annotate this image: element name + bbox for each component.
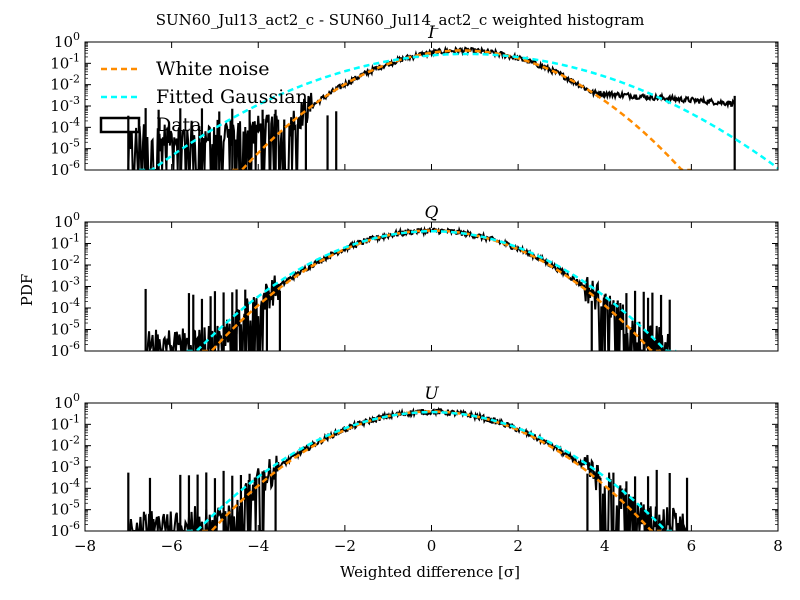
y-tick-label: 10-4 — [50, 476, 80, 497]
fitted-gaussian-curve — [186, 410, 677, 531]
white-noise-curve — [232, 49, 692, 170]
legend-item-white-noise: White noise — [101, 58, 270, 80]
y-tick-label: 10-6 — [50, 339, 80, 360]
legend-swatch — [99, 116, 141, 134]
y-tick-label: 100 — [54, 30, 80, 51]
white-noise-curve — [201, 410, 662, 531]
fitted-gaussian-curve — [186, 229, 677, 351]
y-axis-label: PDF — [18, 274, 36, 307]
plot-area — [127, 45, 778, 170]
y-tick-label: 10-2 — [50, 73, 80, 94]
x-tick-label: 0 — [427, 537, 437, 555]
x-axis-label: Weighted difference [σ] — [340, 563, 520, 581]
y-tick-label: 10-6 — [50, 519, 80, 540]
figure-suptitle: SUN60_Jul13_act2_c - SUN60_Jul14_act2_c … — [156, 11, 645, 29]
y-tick-label: 100 — [54, 210, 80, 231]
y-tick-label: 10-4 — [50, 296, 80, 317]
white-noise-curve — [201, 229, 662, 351]
panel-title: I — [427, 23, 435, 43]
x-tick-label: −4 — [247, 537, 269, 555]
y-tick-label: 10-5 — [50, 318, 80, 339]
y-tick-label: 10-5 — [50, 498, 80, 519]
legend-item-data: Data — [99, 114, 202, 136]
legend-item-fitted-gaussian: Fitted Gaussian — [101, 86, 308, 108]
plot-area — [144, 225, 677, 351]
y-tick-label: 10-3 — [50, 275, 80, 296]
y-tick-label: 10-3 — [50, 455, 80, 476]
y-tick-label: 10-2 — [50, 253, 80, 274]
panels: I10010-110-210-310-410-510-6Q10010-110-2… — [50, 23, 783, 555]
data-histogram — [127, 45, 736, 170]
y-tick-label: 10-6 — [50, 158, 80, 179]
panel-title: U — [424, 384, 439, 404]
legend-label: White noise — [156, 58, 270, 80]
legend-label: Fitted Gaussian — [156, 86, 308, 108]
panel-title: Q — [425, 203, 439, 223]
legend-label: Data — [156, 114, 202, 136]
y-tick-label: 10-2 — [50, 434, 80, 455]
y-tick-label: 10-1 — [50, 412, 80, 433]
y-tick-label: 10-3 — [50, 94, 80, 115]
plot-area — [127, 406, 689, 531]
fitted-gaussian-curve — [139, 52, 778, 170]
x-tick-label: −8 — [74, 537, 96, 555]
y-tick-label: 10-1 — [50, 232, 80, 253]
x-tick-label: 4 — [600, 537, 610, 555]
x-tick-label: 6 — [687, 537, 697, 555]
x-tick-label: 8 — [773, 537, 783, 555]
y-tick-label: 100 — [54, 391, 80, 412]
x-tick-label: −6 — [161, 537, 183, 555]
x-tick-label: 2 — [513, 537, 523, 555]
x-tick-label: −2 — [334, 537, 356, 555]
y-tick-label: 10-4 — [50, 115, 80, 136]
y-tick-label: 10-5 — [50, 137, 80, 158]
y-tick-label: 10-1 — [50, 51, 80, 72]
legend: White noise Fitted Gaussian Data — [99, 58, 308, 136]
